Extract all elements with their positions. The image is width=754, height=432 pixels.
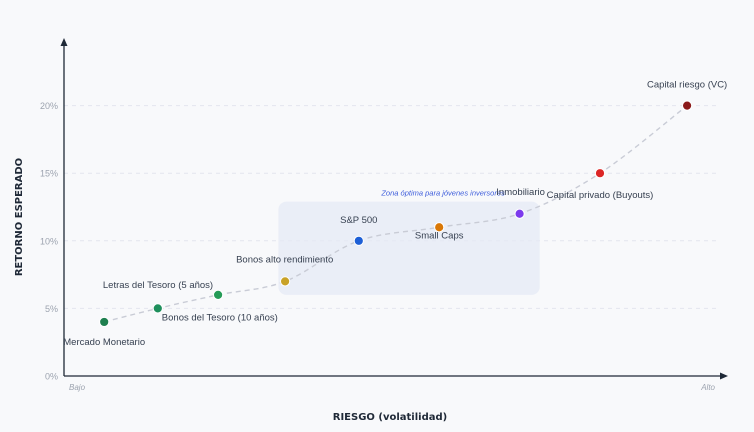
x-low-label: Bajo	[69, 383, 86, 392]
point-s-p-500	[353, 235, 364, 246]
optimal-zone: Zona óptima para jóvenes inversores	[278, 189, 540, 295]
point-capital-privado-buyouts	[594, 168, 606, 179]
point-bonos-del-tesoro-10-anos	[152, 303, 163, 314]
y-axis-arrow	[60, 38, 68, 46]
y-tick-label: 10%	[40, 236, 58, 246]
y-tick-label: 20%	[40, 101, 58, 111]
label-capital-riesgo-vc: Capital riesgo (VC)	[647, 80, 727, 91]
point-capital-riesgo-vc	[682, 100, 693, 111]
point-bonos-alto-rendimiento	[280, 276, 291, 287]
data-points	[99, 100, 693, 328]
optimal-zone-label: Zona óptima para jóvenes inversores	[380, 189, 505, 198]
label-mercado-monetario: Mercado Monetario	[63, 337, 145, 348]
point-small-caps	[434, 222, 445, 233]
y-tick-labels: 0% 5% 10% 15% 20%	[40, 101, 58, 381]
data-labels: Mercado Monetario Bonos del Tesoro (10 añ…	[63, 80, 727, 348]
optimal-zone-rect	[278, 201, 540, 295]
label-letras-del-tesoro-5-anos: Letras del Tesoro (5 años)	[103, 280, 213, 291]
label-bonos-alto-rendimiento: Bonos alto rendimiento	[236, 254, 333, 265]
y-tick-label: 15%	[40, 169, 58, 179]
x-high-label: Alto	[700, 383, 715, 392]
point-inmobiliario	[514, 208, 525, 219]
label-inmobiliario: Inmobiliario	[496, 187, 545, 198]
axes	[60, 38, 728, 380]
label-s-p-500: S&P 500	[340, 215, 377, 226]
y-axis-title: RETORNO ESPERADO	[14, 158, 25, 276]
label-capital-privado-buyouts: Capital privado (Buyouts)	[547, 190, 654, 201]
x-axis-title: RIESGO (volatilidad)	[333, 412, 447, 423]
y-tick-label: 5%	[45, 304, 58, 314]
label-bonos-del-tesoro-10-anos: Bonos del Tesoro (10 años)	[162, 312, 278, 323]
point-letras-del-tesoro-5-anos	[213, 289, 224, 300]
y-tick-label: 0%	[45, 372, 58, 382]
point-mercado-monetario	[99, 316, 110, 328]
x-axis-arrow	[720, 372, 728, 380]
label-small-caps: Small Caps	[415, 230, 464, 241]
